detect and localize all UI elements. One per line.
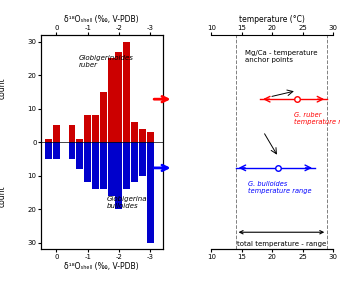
Bar (84, 142, 91, 182)
Bar (108, 58, 115, 142)
Bar (147, 132, 154, 142)
Bar (100, 142, 107, 189)
Bar (92, 115, 99, 142)
Text: Globigerinoides
ruber: Globigerinoides ruber (78, 55, 133, 68)
Text: count: count (0, 185, 6, 206)
Bar (92, 142, 99, 189)
Text: G. bulloides
temperature range: G. bulloides temperature range (248, 181, 311, 194)
X-axis label: temperature (°C): temperature (°C) (239, 15, 305, 24)
X-axis label: δ¹⁸Oₛₕₑₗₗ (‰, V-PDB): δ¹⁸Oₛₕₑₗₗ (‰, V-PDB) (64, 262, 139, 271)
Bar (69, 142, 75, 159)
Bar (84, 115, 91, 142)
Bar (116, 52, 122, 142)
Bar (76, 142, 83, 169)
Bar (53, 125, 60, 142)
Bar (100, 92, 107, 142)
Bar (116, 142, 122, 209)
X-axis label: δ¹⁸Oₛₕₑₗₗ (‰, V-PDB): δ¹⁸Oₛₕₑₗₗ (‰, V-PDB) (64, 15, 139, 24)
Bar (131, 142, 138, 182)
Text: total temperature - range: total temperature - range (237, 241, 326, 247)
Bar (131, 122, 138, 142)
Bar (45, 139, 52, 142)
Bar (139, 129, 146, 142)
Bar (123, 41, 130, 142)
Bar (139, 142, 146, 176)
Bar (76, 139, 83, 142)
Text: Mg/Ca - temperature
anchor points: Mg/Ca - temperature anchor points (245, 50, 317, 63)
Bar (69, 125, 75, 142)
Text: count: count (0, 78, 6, 99)
Bar (123, 142, 130, 189)
Text: Globigerina
bulloides: Globigerina bulloides (106, 196, 147, 209)
Bar (45, 142, 52, 159)
Bar (108, 142, 115, 196)
Text: G. ruber
temperature range: G. ruber temperature range (294, 112, 340, 125)
Bar (53, 142, 60, 159)
Bar (147, 142, 154, 243)
